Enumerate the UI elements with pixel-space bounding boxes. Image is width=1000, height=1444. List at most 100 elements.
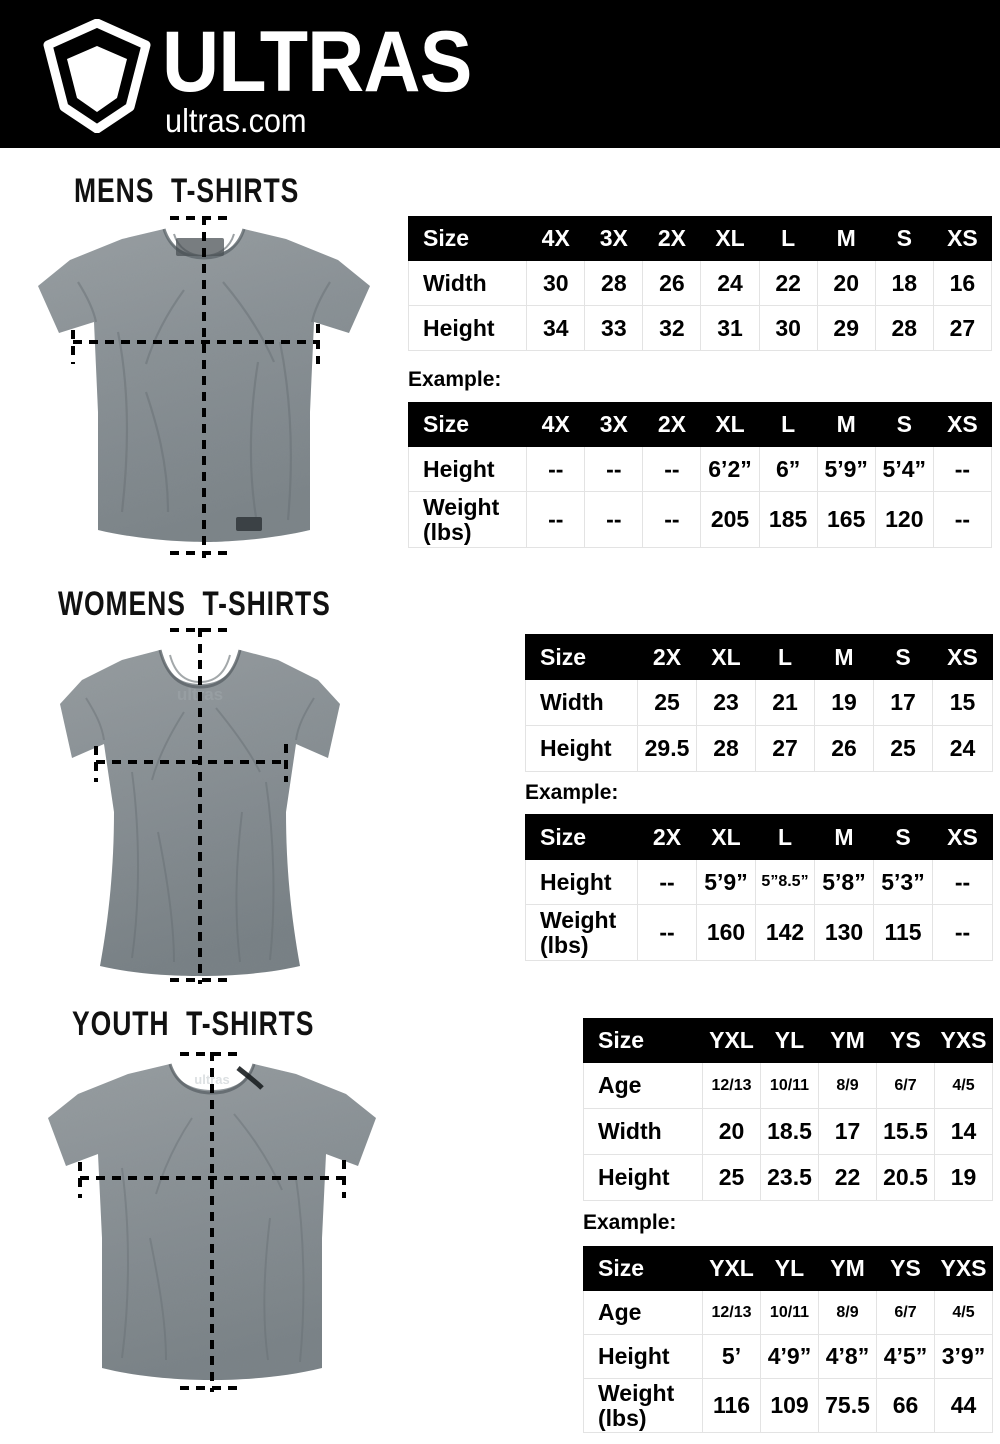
table-header-row: Size 2X XL L M S XS: [525, 634, 993, 680]
row-label: Age: [583, 1062, 703, 1109]
cell: 12/13: [702, 1062, 761, 1109]
cell: 24: [700, 260, 760, 306]
womens-size-table: Size 2X XL L M S XS Width 25 23 21 19 17…: [525, 634, 993, 772]
table-header-row: Size 2X XL L M S XS: [525, 814, 993, 860]
brand-url: ultras.com: [165, 102, 307, 139]
table-header-row: Size 4X 3X 2X XL L M S XS: [407, 216, 993, 261]
cell: 185: [758, 491, 818, 548]
table-row: Age 12/13 10/11 8/9 6/7 4/5: [583, 1062, 993, 1109]
cell: 6’2”: [700, 446, 760, 492]
col-header: XS: [932, 634, 993, 680]
col-header: XL: [696, 634, 756, 680]
row-label-line1: Weight: [540, 906, 617, 933]
cell: 5’4”: [874, 446, 934, 492]
row-label: Weight (lbs): [407, 491, 528, 548]
cell: 20: [816, 260, 876, 306]
youth-example-table: Size YXL YL YM YS YXS Age 12/13 10/11 8/…: [583, 1246, 993, 1433]
cell: --: [642, 446, 702, 492]
cell: 32: [642, 305, 702, 351]
col-header: 4X: [526, 402, 586, 447]
cell: 10/11: [760, 1062, 819, 1109]
row-label: Age: [583, 1290, 703, 1335]
section-title-youth: YOUTH T-SHIRTS: [72, 1005, 315, 1043]
cell: 4/5: [934, 1290, 993, 1335]
table-row: Width 30 28 26 24 22 20 18 16: [407, 260, 993, 306]
table-row: Height -- 5’9” 5”8.5” 5’8” 5’3” --: [525, 859, 993, 905]
col-header: L: [755, 634, 815, 680]
cell: 17: [873, 679, 933, 726]
table-header-row: Size 4X 3X 2X XL L M S XS: [407, 402, 993, 447]
col-header: 2X: [642, 216, 702, 261]
mens-tshirt-diagram-icon: [18, 212, 390, 560]
cell: 31: [700, 305, 760, 351]
cell: 3’9”: [934, 1334, 993, 1379]
brand-header: ULTRAS ultras.com: [0, 0, 1000, 148]
cell: 66: [876, 1378, 935, 1433]
cell: 19: [814, 679, 874, 726]
col-header: YS: [876, 1018, 935, 1063]
col-header: YL: [760, 1018, 819, 1063]
col-header: YXL: [702, 1246, 761, 1291]
row-label-line1: Weight: [423, 493, 500, 520]
cell: 4/5: [934, 1062, 993, 1109]
cell: 16: [932, 260, 993, 306]
cell: 109: [760, 1378, 819, 1433]
youth-tshirt-diagram-icon: ultras: [38, 1048, 386, 1396]
col-header: YM: [818, 1018, 877, 1063]
cell: 25: [637, 679, 697, 726]
col-header: Size: [583, 1246, 703, 1291]
cell: 6/7: [876, 1062, 935, 1109]
cell: 25: [702, 1154, 761, 1201]
cell: 14: [934, 1108, 993, 1155]
col-header: S: [874, 402, 934, 447]
row-label: Height: [407, 446, 528, 492]
table-row: Width 20 18.5 17 15.5 14: [583, 1108, 993, 1155]
col-header: S: [873, 634, 933, 680]
svg-text:ultras: ultras: [194, 1072, 229, 1087]
table-row: Weight (lbs) 116 109 75.5 66 44: [583, 1378, 993, 1433]
row-label: Height: [525, 725, 638, 772]
cell: 130: [814, 904, 874, 961]
cell: --: [637, 904, 697, 961]
cell: 4’9”: [760, 1334, 819, 1379]
col-header: M: [816, 216, 876, 261]
cell: 4’8”: [818, 1334, 877, 1379]
cell: 5’: [702, 1334, 761, 1379]
row-label: Width: [407, 260, 528, 306]
col-header: L: [755, 814, 815, 860]
col-header: S: [874, 216, 934, 261]
row-label-line1: Weight: [598, 1379, 675, 1406]
cell: 4’5”: [876, 1334, 935, 1379]
cell: 20.5: [876, 1154, 935, 1201]
col-header: YS: [876, 1246, 935, 1291]
cell: --: [642, 491, 702, 548]
cell: 19: [934, 1154, 993, 1201]
cell: 25: [873, 725, 933, 772]
col-header: S: [873, 814, 933, 860]
col-header: M: [814, 814, 874, 860]
cell: 165: [816, 491, 876, 548]
cell: --: [526, 446, 586, 492]
cell: 75.5: [818, 1378, 877, 1433]
table-row: Height 25 23.5 22 20.5 19: [583, 1154, 993, 1201]
cell: 12/13: [702, 1290, 761, 1335]
cell: --: [526, 491, 586, 548]
row-label: Weight (lbs): [525, 904, 638, 961]
cell: 20: [702, 1108, 761, 1155]
col-header: YL: [760, 1246, 819, 1291]
table-row: Height 29.5 28 27 26 25 24: [525, 725, 993, 772]
col-header: Size: [407, 402, 528, 447]
col-header: Size: [525, 814, 638, 860]
col-header: L: [758, 402, 818, 447]
col-header: 2X: [642, 402, 702, 447]
cell: 27: [932, 305, 993, 351]
col-header: Size: [583, 1018, 703, 1063]
row-label: Width: [583, 1108, 703, 1155]
ultras-shield-logo-icon: [42, 18, 152, 134]
cell: 142: [755, 904, 815, 961]
cell: 205: [700, 491, 760, 548]
brand-wordmark: ULTRAS: [162, 14, 472, 110]
cell: 116: [702, 1378, 761, 1433]
cell: 34: [526, 305, 586, 351]
